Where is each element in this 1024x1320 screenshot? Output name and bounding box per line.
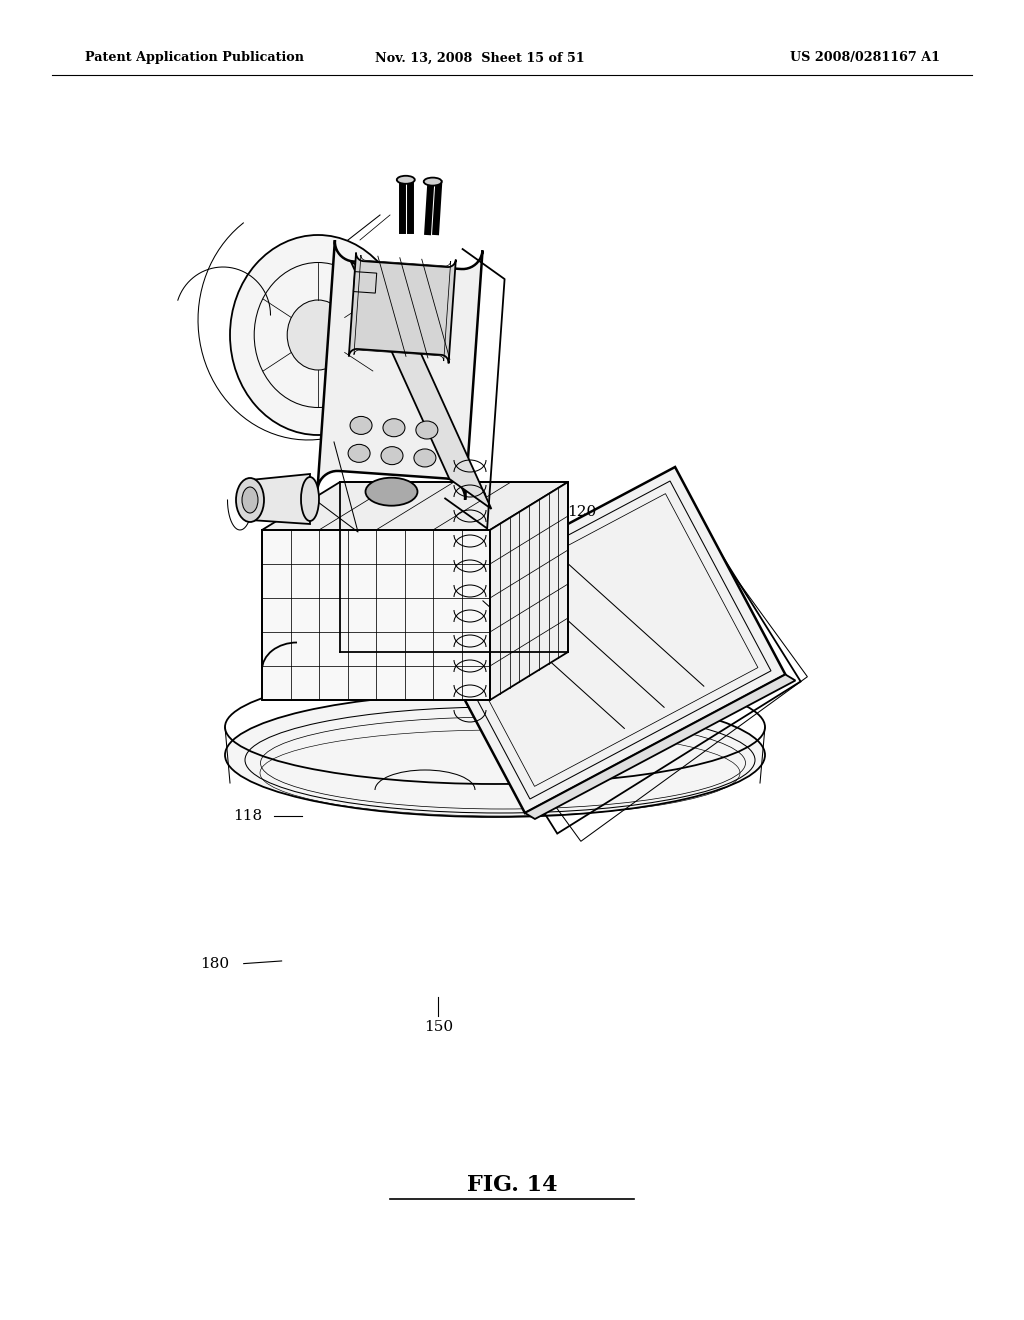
Text: Patent Application Publication: Patent Application Publication	[85, 51, 304, 65]
Ellipse shape	[242, 487, 258, 513]
Polygon shape	[350, 261, 492, 510]
Ellipse shape	[348, 445, 370, 462]
Text: 180: 180	[201, 957, 229, 970]
Ellipse shape	[287, 300, 349, 370]
Ellipse shape	[414, 449, 436, 467]
Polygon shape	[317, 240, 482, 500]
Ellipse shape	[416, 421, 438, 440]
Text: 118: 118	[233, 809, 262, 822]
Ellipse shape	[350, 416, 372, 434]
Ellipse shape	[383, 418, 404, 437]
Text: 148: 148	[262, 651, 291, 664]
Ellipse shape	[396, 176, 415, 183]
Ellipse shape	[236, 478, 264, 521]
Text: 130: 130	[283, 561, 311, 574]
Text: FIG. 14: FIG. 14	[467, 1173, 557, 1196]
Polygon shape	[525, 675, 796, 818]
Ellipse shape	[424, 178, 441, 186]
Ellipse shape	[366, 478, 418, 506]
Ellipse shape	[230, 235, 406, 436]
Polygon shape	[349, 252, 456, 363]
Polygon shape	[415, 467, 785, 813]
Polygon shape	[262, 482, 568, 531]
Text: Nov. 13, 2008  Sheet 15 of 51: Nov. 13, 2008 Sheet 15 of 51	[375, 51, 585, 65]
Ellipse shape	[301, 477, 319, 521]
Ellipse shape	[381, 446, 403, 465]
Polygon shape	[262, 531, 490, 700]
Text: 150: 150	[424, 1020, 453, 1034]
Text: US 2008/0281167 A1: US 2008/0281167 A1	[790, 51, 940, 65]
Ellipse shape	[225, 693, 765, 817]
Text: 120: 120	[567, 506, 596, 519]
Polygon shape	[490, 482, 568, 700]
Polygon shape	[250, 474, 310, 524]
